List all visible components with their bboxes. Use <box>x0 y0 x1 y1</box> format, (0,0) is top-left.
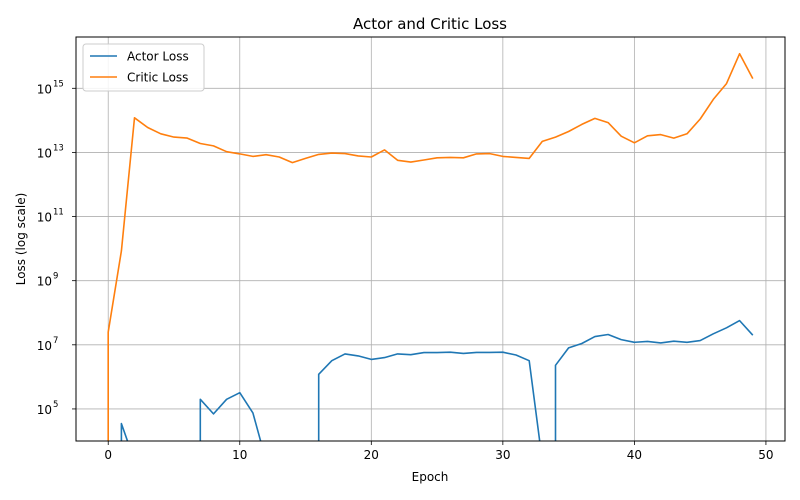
x-tick-label: 50 <box>758 448 773 462</box>
y-tick-label: 10 <box>37 82 52 96</box>
y-tick-exponent: 5 <box>53 400 58 410</box>
chart-title: Actor and Critic Loss <box>353 15 507 33</box>
series-critic-loss <box>107 52 754 441</box>
series-line <box>107 52 754 441</box>
y-tick-base: 10 <box>37 82 52 96</box>
x-tick-label: 40 <box>627 448 642 462</box>
y-tick-base: 10 <box>37 146 52 160</box>
y-tick-exponent: 15 <box>53 79 64 89</box>
plot-frame <box>75 36 786 442</box>
x-axis-label: Epoch <box>412 470 449 484</box>
legend-label: Critic Loss <box>127 71 188 85</box>
y-tick-exponent: 7 <box>53 336 58 346</box>
y-tick-base: 10 <box>37 275 52 289</box>
x-tick-label: 10 <box>232 448 247 462</box>
y-tick-exponent: 11 <box>53 208 64 218</box>
y-tick-label: 10 <box>37 275 52 289</box>
series-line <box>120 319 754 441</box>
y-tick-label: 10 <box>37 146 52 160</box>
y-tick-label: 10 <box>37 403 52 417</box>
legend-label: Actor Loss <box>127 50 189 64</box>
series-layer <box>107 52 754 441</box>
y-tick-label: 10 <box>37 339 52 353</box>
x-tick-label: 0 <box>104 448 112 462</box>
y-axis-label: Loss (log scale) <box>14 193 28 286</box>
legend: Actor Loss Critic Loss <box>82 43 205 92</box>
x-tick-label: 20 <box>364 448 379 462</box>
y-tick-label: 10 <box>37 211 52 225</box>
y-tick-exponent: 13 <box>53 143 64 153</box>
y-tick-base: 10 <box>37 339 52 353</box>
y-tick-base: 10 <box>37 403 52 417</box>
series-actor-loss <box>120 319 754 441</box>
y-tick-exponent: 9 <box>53 272 58 282</box>
x-axis: 0 10 20 30 40 50 <box>104 441 774 462</box>
x-tick-label: 30 <box>495 448 510 462</box>
y-tick-base: 10 <box>37 211 52 225</box>
grid <box>76 37 785 441</box>
